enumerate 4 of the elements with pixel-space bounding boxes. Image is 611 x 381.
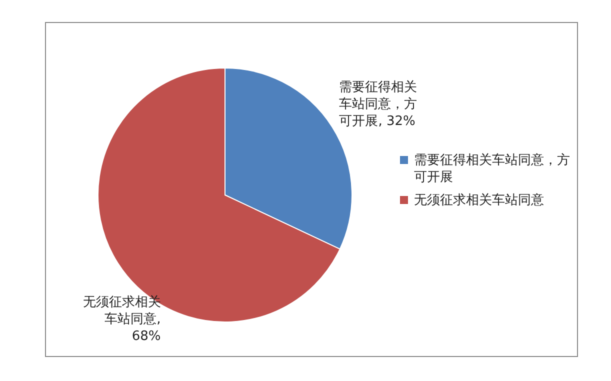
legend-label: 需要征得相关车站同意，方可开展: [414, 152, 570, 186]
data-label: 需要征得相关车站同意，方可开展, 32%: [339, 78, 418, 130]
data-label: 无须征求相关车站同意, 68%: [82, 294, 161, 346]
legend-label: 无须征求相关车站同意: [414, 192, 544, 209]
